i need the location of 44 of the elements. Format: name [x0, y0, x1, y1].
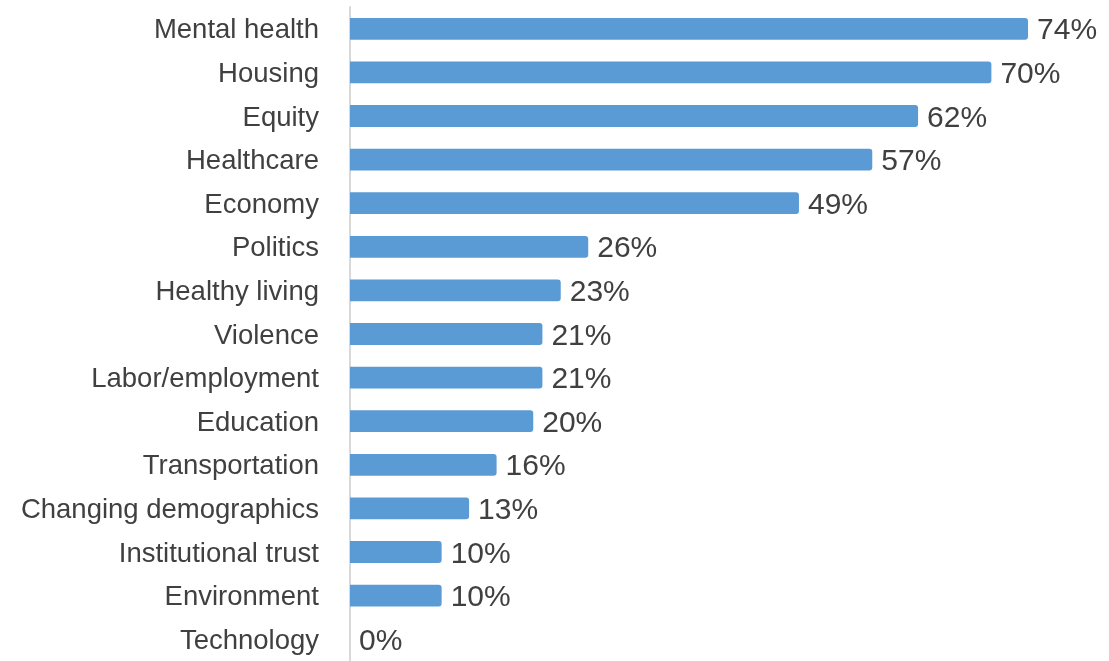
bar	[350, 453, 497, 476]
bar	[350, 61, 992, 84]
bar	[350, 584, 442, 607]
data-label: 74%	[1037, 12, 1098, 46]
y-tick-label: Healthcare	[186, 144, 319, 176]
bar	[350, 323, 543, 345]
data-label: 21%	[551, 317, 612, 351]
y-tick-label: Mental health	[153, 13, 319, 45]
bar	[350, 279, 561, 302]
y-tick-label: Environment	[164, 580, 320, 612]
y-tick-label: Healthy living	[155, 274, 319, 306]
data-label: 16%	[505, 448, 566, 482]
data-label: 26%	[597, 230, 658, 264]
y-tick-label: Housing	[218, 56, 319, 88]
data-label: 13%	[478, 491, 539, 525]
y-tick-label: Economy	[204, 187, 320, 219]
data-label: 10%	[450, 579, 511, 613]
data-label: 57%	[881, 143, 942, 177]
y-tick-label: Transportation	[142, 449, 319, 481]
data-label: 62%	[927, 99, 988, 133]
y-tick-label: Violence	[214, 318, 319, 350]
bar	[350, 17, 1029, 40]
bar	[350, 235, 589, 258]
y-tick-label: Politics	[231, 231, 319, 263]
data-label: 23%	[569, 273, 630, 307]
data-label: 49%	[807, 186, 869, 220]
y-tick-label: Changing demographics	[20, 492, 319, 524]
data-label: 0%	[359, 622, 403, 656]
bar	[350, 105, 919, 127]
data-label: 21%	[551, 361, 612, 395]
bar	[350, 366, 543, 389]
bar	[350, 410, 534, 433]
y-tick-label: Technology	[179, 623, 320, 655]
data-label: 20%	[542, 404, 603, 438]
bar	[350, 192, 799, 215]
bar	[350, 148, 873, 171]
y-tick-label: Equity	[242, 100, 320, 132]
bar	[350, 541, 442, 563]
y-tick-label: Labor/employment	[91, 362, 320, 394]
data-label: 10%	[450, 535, 511, 569]
y-tick-label: Education	[196, 405, 319, 437]
data-label: 70%	[1000, 55, 1061, 89]
y-tick-label: Institutional trust	[118, 536, 320, 568]
bar	[350, 497, 470, 520]
